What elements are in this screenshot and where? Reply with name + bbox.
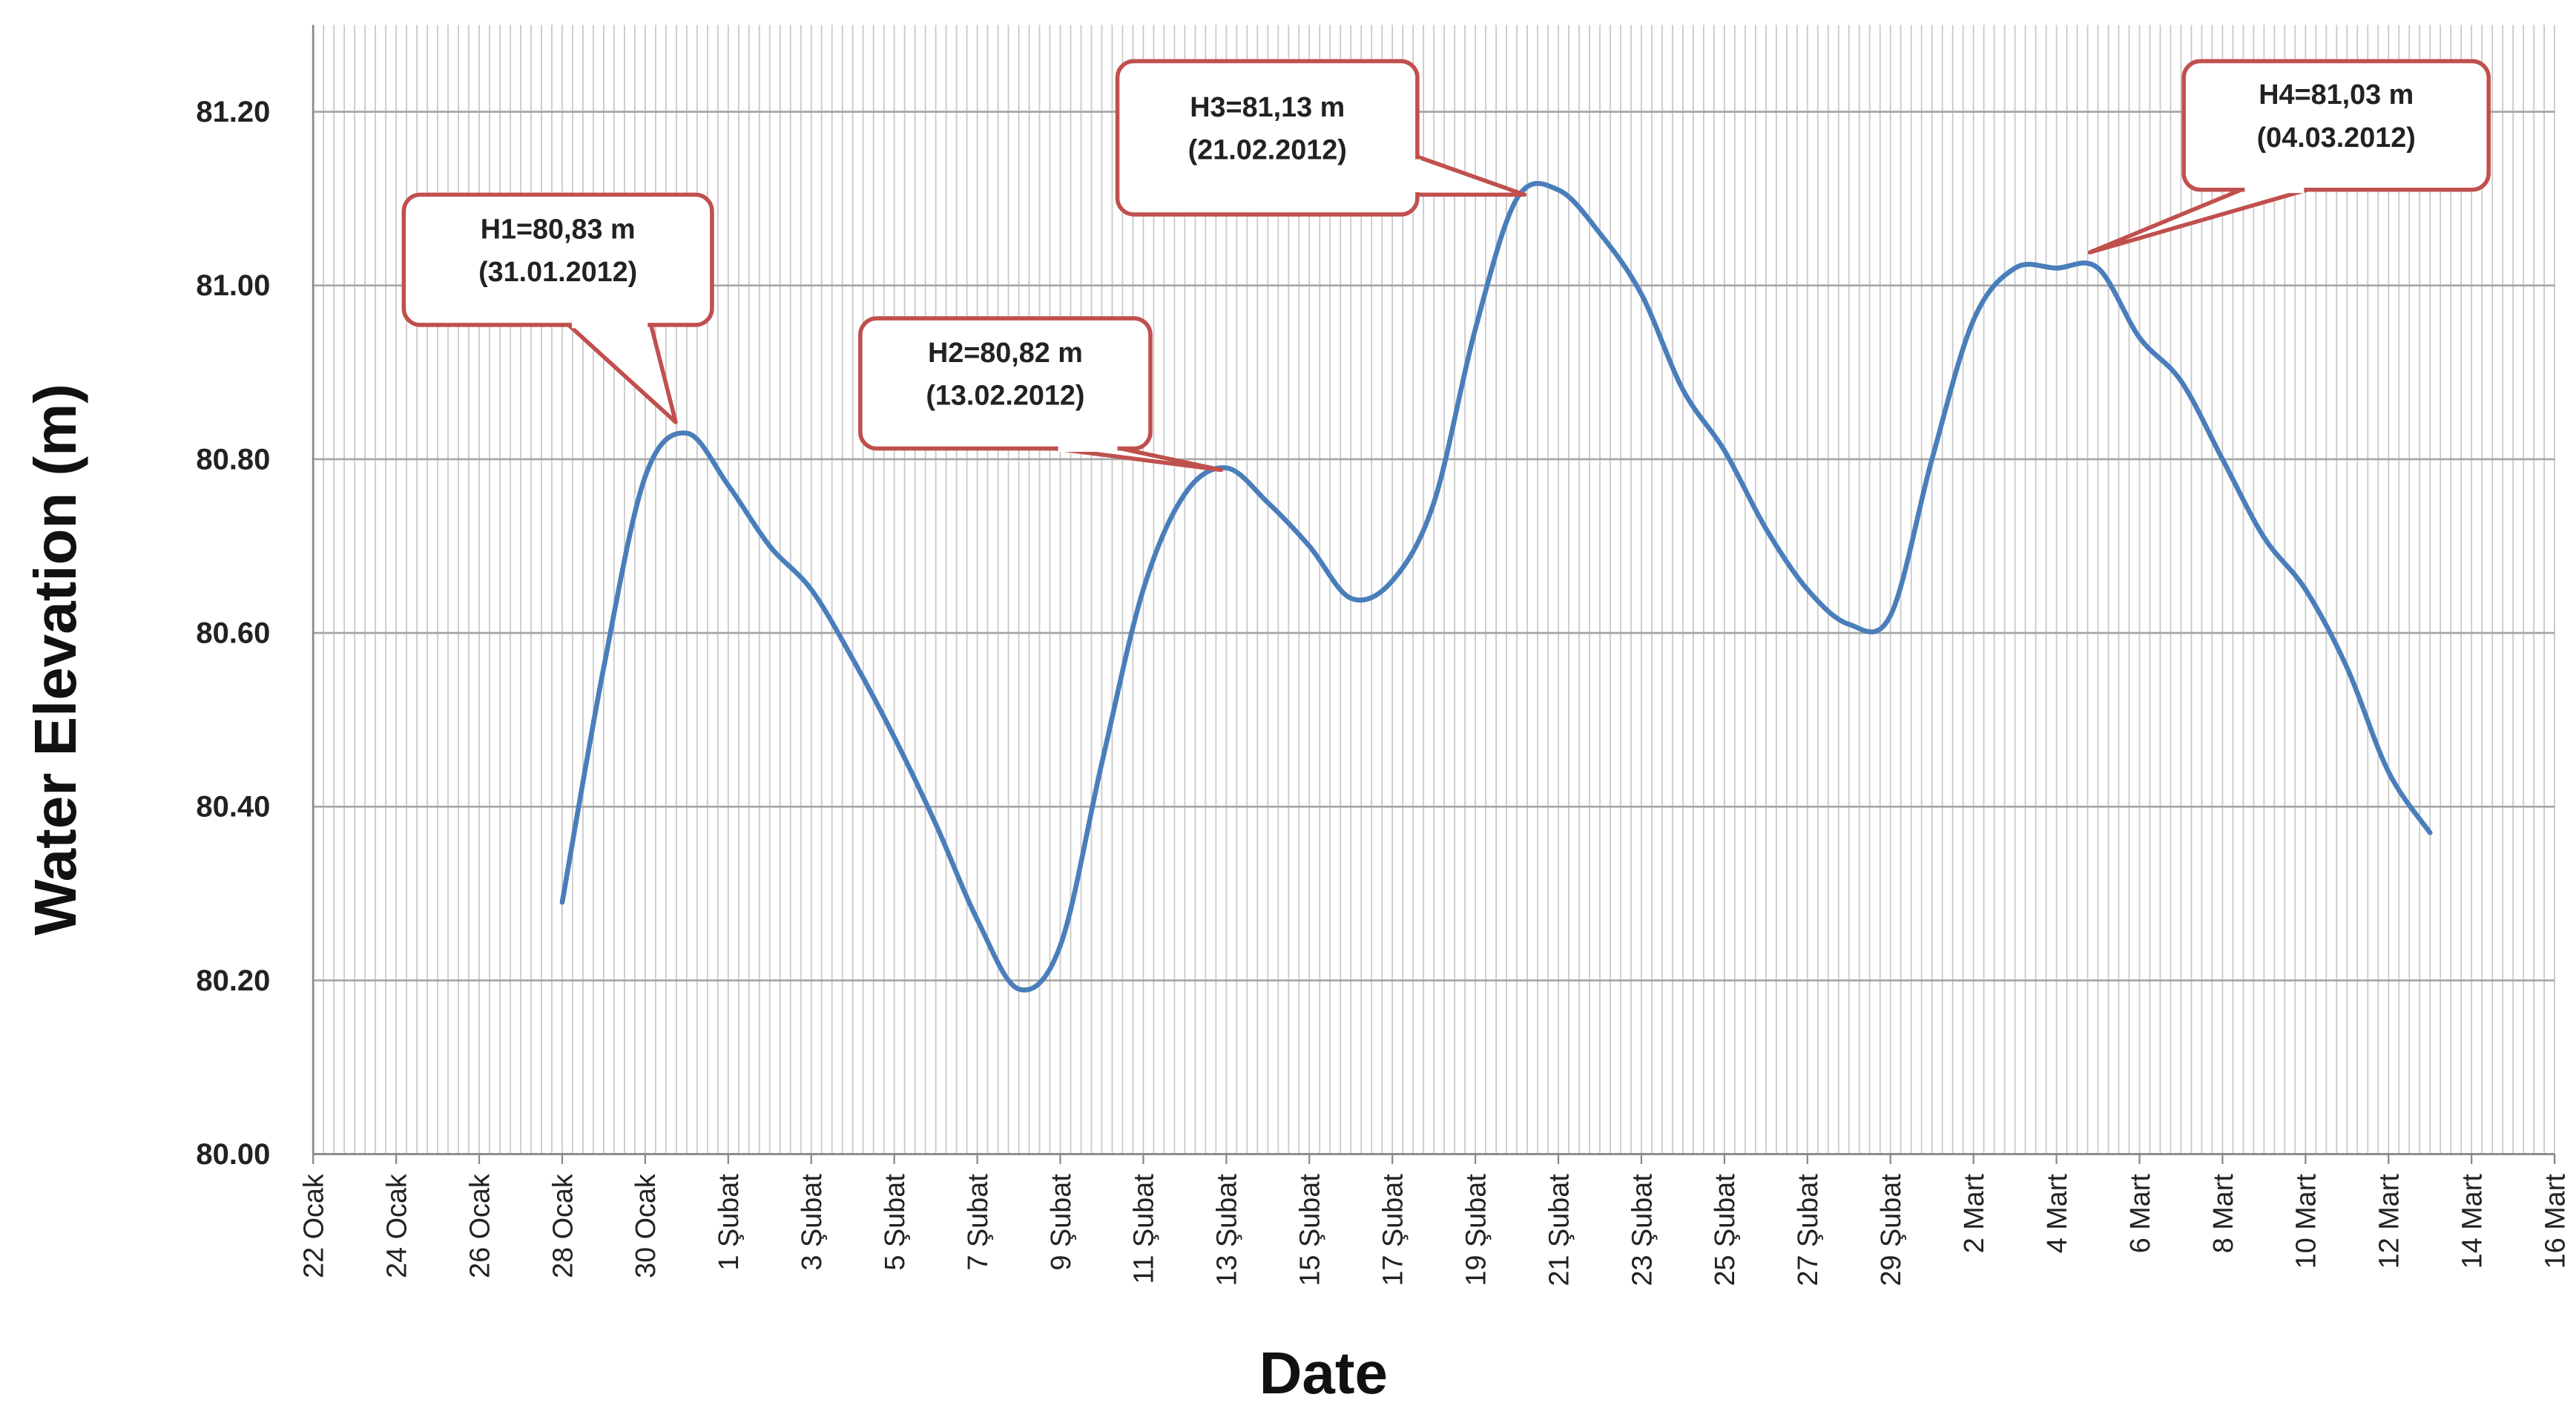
callout-pointer [1415, 154, 1527, 197]
x-tick-label: 10 Mart [2291, 1174, 2322, 1269]
x-tick-label: 3 Şubat [797, 1174, 828, 1271]
callout-text: H4=81,03 m [2259, 79, 2414, 111]
callout: H3=81,13 m (21.02.2012) [1115, 59, 1527, 217]
callout-box [1115, 59, 1420, 217]
callout-box [858, 316, 1153, 451]
line-series [559, 181, 2433, 993]
x-tick-label: 23 Şubat [1627, 1174, 1658, 1286]
y-tick-label: 80.60 [196, 617, 270, 649]
x-tick-label: 15 Şubat [1295, 1174, 1326, 1286]
x-tick-label: 12 Mart [2374, 1174, 2405, 1269]
x-tick-label: 22 Ocak [299, 1174, 330, 1278]
x-tick-label: 16 Mart [2540, 1174, 2571, 1269]
x-tick-label: 7 Şubat [963, 1174, 994, 1271]
x-tick-label: 30 Ocak [630, 1174, 662, 1278]
callout-pointer [566, 323, 678, 424]
x-tick-label: 17 Şubat [1378, 1174, 1409, 1286]
x-axis-title: Date [1259, 1340, 1388, 1406]
x-tick-label: 19 Şubat [1460, 1174, 1492, 1286]
callout-box [401, 192, 714, 327]
x-tick-label: 11 Şubat [1129, 1174, 1160, 1284]
x-tick-label: 26 Ocak [464, 1174, 495, 1278]
x-tick-label: 27 Şubat [1793, 1174, 1824, 1286]
x-tick-label: 21 Şubat [1544, 1174, 1575, 1286]
x-tick-label: 2 Mart [1959, 1174, 1990, 1254]
x-tick-label: 4 Mart [2042, 1174, 2073, 1254]
callout-text: (21.02.2012) [1188, 135, 1347, 166]
callout: H2=80,82 m (13.02.2012) [858, 316, 1224, 473]
callout-box [2181, 59, 2491, 192]
callout-text: (04.03.2012) [2257, 122, 2416, 154]
callout-text: H1=80,83 m [481, 214, 636, 245]
callout: H4=81,03 m (04.03.2012) [2087, 59, 2491, 254]
x-tick-label: 28 Ocak [547, 1174, 579, 1278]
x-tick-label: 14 Mart [2457, 1174, 2488, 1269]
y-axis-title: Water Elevation (m) [22, 384, 88, 936]
x-tick-label: 6 Mart [2125, 1174, 2156, 1254]
callout-text: H3=81,13 m [1190, 92, 1345, 123]
y-tick-label: 80.00 [196, 1138, 270, 1171]
callout: H1=80,83 m (31.01.2012) [401, 192, 714, 424]
y-tick-label: 80.40 [196, 791, 270, 824]
y-tick-label: 81.20 [196, 96, 270, 128]
x-tick-label: 25 Şubat [1710, 1174, 1741, 1286]
x-tick-label: 24 Ocak [381, 1174, 412, 1278]
x-tick-label: 29 Şubat [1876, 1174, 1907, 1286]
y-tick-label: 80.80 [196, 443, 270, 476]
callout-text: H2=80,82 m [928, 338, 1083, 369]
callout-text: (31.01.2012) [478, 257, 637, 288]
x-tick-label: 8 Mart [2208, 1174, 2239, 1254]
callout-text: (13.02.2012) [926, 381, 1084, 412]
x-tick-label: 5 Şubat [880, 1174, 911, 1271]
x-tick-label: 1 Şubat [714, 1174, 745, 1271]
y-tick-label: 80.20 [196, 964, 270, 997]
y-tick-label: 81.00 [196, 269, 270, 302]
x-tick-label: 9 Şubat [1046, 1174, 1077, 1271]
x-tick-label: 13 Şubat [1212, 1174, 1243, 1286]
